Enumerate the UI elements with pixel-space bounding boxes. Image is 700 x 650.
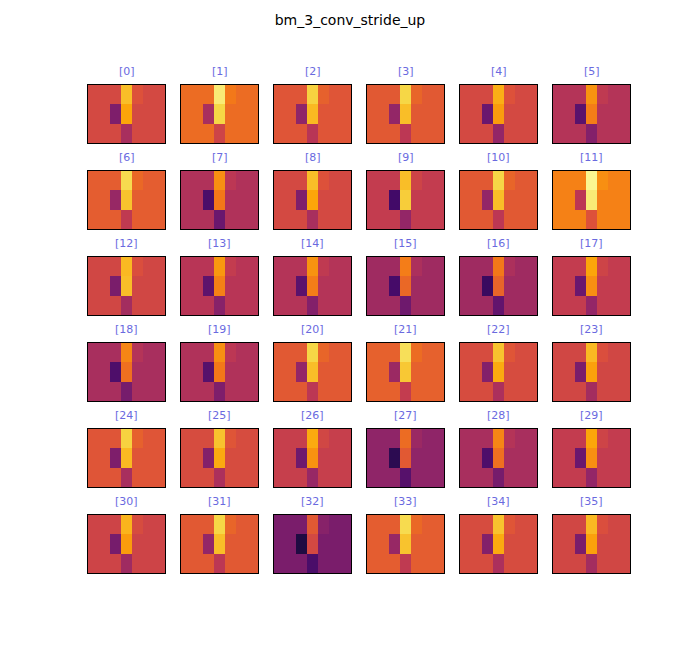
svg-text:[18]: [18]	[115, 323, 138, 336]
svg-text:[13]: [13]	[208, 237, 231, 250]
svg-text:[27]: [27]	[394, 409, 417, 422]
svg-text:[3]: [3]	[398, 65, 414, 78]
svg-text:[29]: [29]	[580, 409, 603, 422]
svg-text:[24]: [24]	[115, 409, 138, 422]
svg-text:[17]: [17]	[580, 237, 603, 250]
svg-text:[11]: [11]	[580, 151, 603, 164]
svg-text:[10]: [10]	[487, 151, 510, 164]
svg-text:[5]: [5]	[584, 65, 600, 78]
svg-text:[22]: [22]	[487, 323, 510, 336]
svg-text:[32]: [32]	[301, 495, 324, 508]
svg-text:[9]: [9]	[398, 151, 414, 164]
svg-text:[30]: [30]	[115, 495, 138, 508]
svg-text:[14]: [14]	[301, 237, 324, 250]
svg-text:[16]: [16]	[487, 237, 510, 250]
svg-text:[23]: [23]	[580, 323, 603, 336]
svg-text:[25]: [25]	[208, 409, 231, 422]
svg-text:[31]: [31]	[208, 495, 231, 508]
svg-text:[2]: [2]	[305, 65, 321, 78]
svg-text:[26]: [26]	[301, 409, 324, 422]
svg-text:[33]: [33]	[394, 495, 417, 508]
svg-text:[0]: [0]	[119, 65, 135, 78]
svg-text:[8]: [8]	[305, 151, 321, 164]
svg-text:[15]: [15]	[394, 237, 417, 250]
svg-text:[6]: [6]	[119, 151, 135, 164]
svg-text:[12]: [12]	[115, 237, 138, 250]
svg-text:[21]: [21]	[394, 323, 417, 336]
svg-text:[7]: [7]	[212, 151, 228, 164]
svg-text:[35]: [35]	[580, 495, 603, 508]
svg-text:[34]: [34]	[487, 495, 510, 508]
svg-text:[1]: [1]	[212, 65, 228, 78]
svg-text:bm_3_conv_stride_up: bm_3_conv_stride_up	[275, 12, 426, 28]
svg-text:[20]: [20]	[301, 323, 324, 336]
svg-text:[28]: [28]	[487, 409, 510, 422]
svg-text:[4]: [4]	[491, 65, 507, 78]
svg-text:[19]: [19]	[208, 323, 231, 336]
